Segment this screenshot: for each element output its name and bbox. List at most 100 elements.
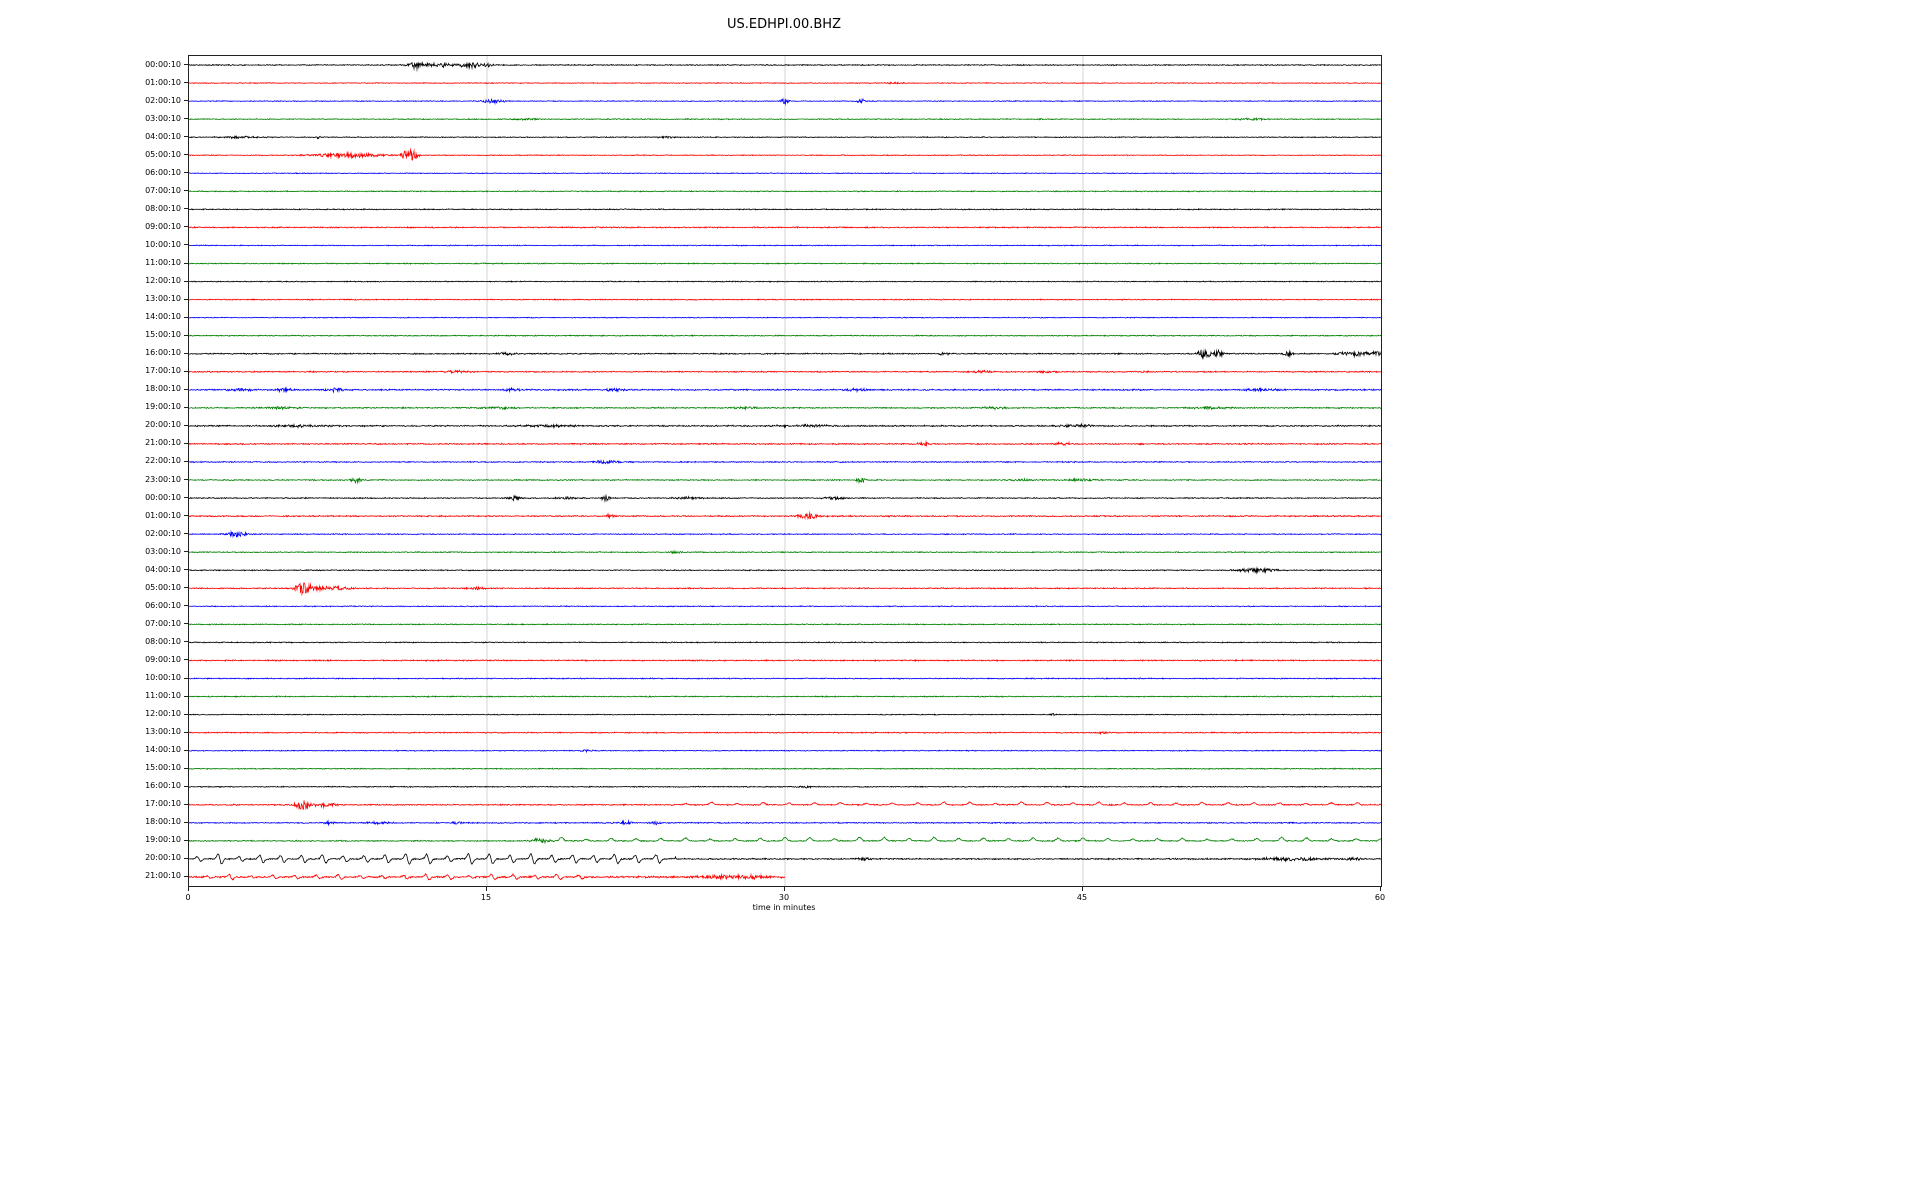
y-tick-mark	[184, 569, 188, 571]
row-time-label: 13:00:10	[145, 294, 181, 304]
row-time-label: 19:00:10	[145, 402, 181, 412]
row-time-label: 10:00:10	[145, 239, 181, 249]
y-tick-mark	[184, 533, 188, 535]
row-time-label: 03:00:10	[145, 546, 181, 556]
y-tick-mark	[184, 280, 188, 282]
row-time-label: 05:00:10	[145, 582, 181, 592]
y-tick-mark	[184, 118, 188, 120]
row-time-label: 09:00:10	[145, 221, 181, 231]
x-axis-label: time in minutes	[752, 903, 816, 912]
row-time-label: 20:00:10	[145, 853, 181, 863]
y-tick-mark	[184, 785, 188, 787]
y-tick-mark	[184, 226, 188, 228]
row-time-label: 02:00:10	[145, 95, 181, 105]
y-tick-mark	[184, 587, 188, 589]
row-time-label: 17:00:10	[145, 366, 181, 376]
y-tick-mark	[184, 82, 188, 84]
x-tick-label: 60	[1374, 893, 1386, 902]
y-tick-mark	[184, 136, 188, 138]
y-tick-mark	[184, 388, 188, 390]
row-time-label: 13:00:10	[145, 727, 181, 737]
row-time-label: 08:00:10	[145, 636, 181, 646]
x-tick-label: 45	[1076, 893, 1088, 902]
x-tick-mark	[1380, 887, 1381, 891]
row-time-label: 17:00:10	[145, 799, 181, 809]
y-tick-mark	[184, 677, 188, 679]
row-time-label: 21:00:10	[145, 871, 181, 881]
y-tick-mark	[184, 442, 188, 444]
y-tick-mark	[184, 803, 188, 805]
y-tick-mark	[184, 515, 188, 517]
row-time-label: 23:00:10	[145, 474, 181, 484]
x-tick-label: 0	[185, 893, 191, 902]
x-tick-mark	[486, 887, 487, 891]
row-time-label: 14:00:10	[145, 745, 181, 755]
y-tick-mark	[184, 100, 188, 102]
y-tick-mark	[184, 551, 188, 553]
y-tick-mark	[184, 605, 188, 607]
y-tick-mark	[184, 370, 188, 372]
y-tick-mark	[184, 659, 188, 661]
y-tick-mark	[184, 731, 188, 733]
row-time-label: 05:00:10	[145, 149, 181, 159]
y-tick-mark	[184, 767, 188, 769]
row-time-label: 08:00:10	[145, 203, 181, 213]
y-tick-mark	[184, 875, 188, 877]
row-time-label: 06:00:10	[145, 600, 181, 610]
row-time-label: 19:00:10	[145, 835, 181, 845]
row-time-label: 18:00:10	[145, 384, 181, 394]
row-time-label: 15:00:10	[145, 763, 181, 773]
row-time-label: 15:00:10	[145, 330, 181, 340]
row-time-label: 12:00:10	[145, 276, 181, 286]
row-time-label: 07:00:10	[145, 618, 181, 628]
y-tick-mark	[184, 244, 188, 246]
y-tick-mark	[184, 190, 188, 192]
y-tick-mark	[184, 154, 188, 156]
row-time-label: 01:00:10	[145, 510, 181, 520]
x-tick-mark	[1082, 887, 1083, 891]
y-tick-mark	[184, 262, 188, 264]
row-time-label: 04:00:10	[145, 564, 181, 574]
y-tick-mark	[184, 479, 188, 481]
row-time-label: 18:00:10	[145, 817, 181, 827]
y-tick-mark	[184, 641, 188, 643]
x-tick-label: 15	[480, 893, 492, 902]
row-time-label: 16:00:10	[145, 781, 181, 791]
x-tick-mark	[784, 887, 785, 891]
y-tick-mark	[184, 713, 188, 715]
y-tick-mark	[184, 298, 188, 300]
row-time-label: 16:00:10	[145, 348, 181, 358]
row-time-label: 07:00:10	[145, 185, 181, 195]
row-time-label: 22:00:10	[145, 456, 181, 466]
figure-title: US.EDHPI.00.BHZ	[727, 17, 841, 32]
y-tick-mark	[184, 172, 188, 174]
row-time-label: 00:00:10	[145, 59, 181, 69]
plot-area	[188, 55, 1382, 887]
row-time-label: 20:00:10	[145, 420, 181, 430]
waveform-canvas	[189, 56, 1381, 886]
y-tick-mark	[184, 749, 188, 751]
row-time-label: 09:00:10	[145, 654, 181, 664]
row-time-label: 00:00:10	[145, 492, 181, 502]
row-time-label: 06:00:10	[145, 167, 181, 177]
y-tick-mark	[184, 460, 188, 462]
row-time-label: 04:00:10	[145, 131, 181, 141]
row-time-label: 01:00:10	[145, 77, 181, 87]
row-time-label: 12:00:10	[145, 709, 181, 719]
y-tick-mark	[184, 334, 188, 336]
y-tick-mark	[184, 208, 188, 210]
y-tick-mark	[184, 406, 188, 408]
x-tick-mark	[188, 887, 189, 891]
y-tick-mark	[184, 64, 188, 66]
row-time-label: 11:00:10	[145, 691, 181, 701]
y-tick-mark	[184, 839, 188, 841]
y-tick-mark	[184, 695, 188, 697]
row-time-label: 21:00:10	[145, 438, 181, 448]
x-tick-label: 30	[778, 893, 790, 902]
y-tick-mark	[184, 821, 188, 823]
row-time-label: 10:00:10	[145, 673, 181, 682]
y-tick-mark	[184, 424, 188, 426]
row-time-label: 14:00:10	[145, 312, 181, 322]
y-tick-mark	[184, 352, 188, 354]
